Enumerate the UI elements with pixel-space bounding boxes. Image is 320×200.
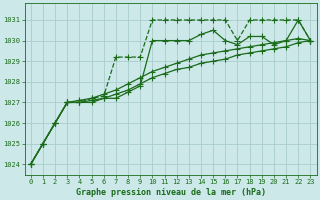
X-axis label: Graphe pression niveau de la mer (hPa): Graphe pression niveau de la mer (hPa) (76, 188, 266, 197)
